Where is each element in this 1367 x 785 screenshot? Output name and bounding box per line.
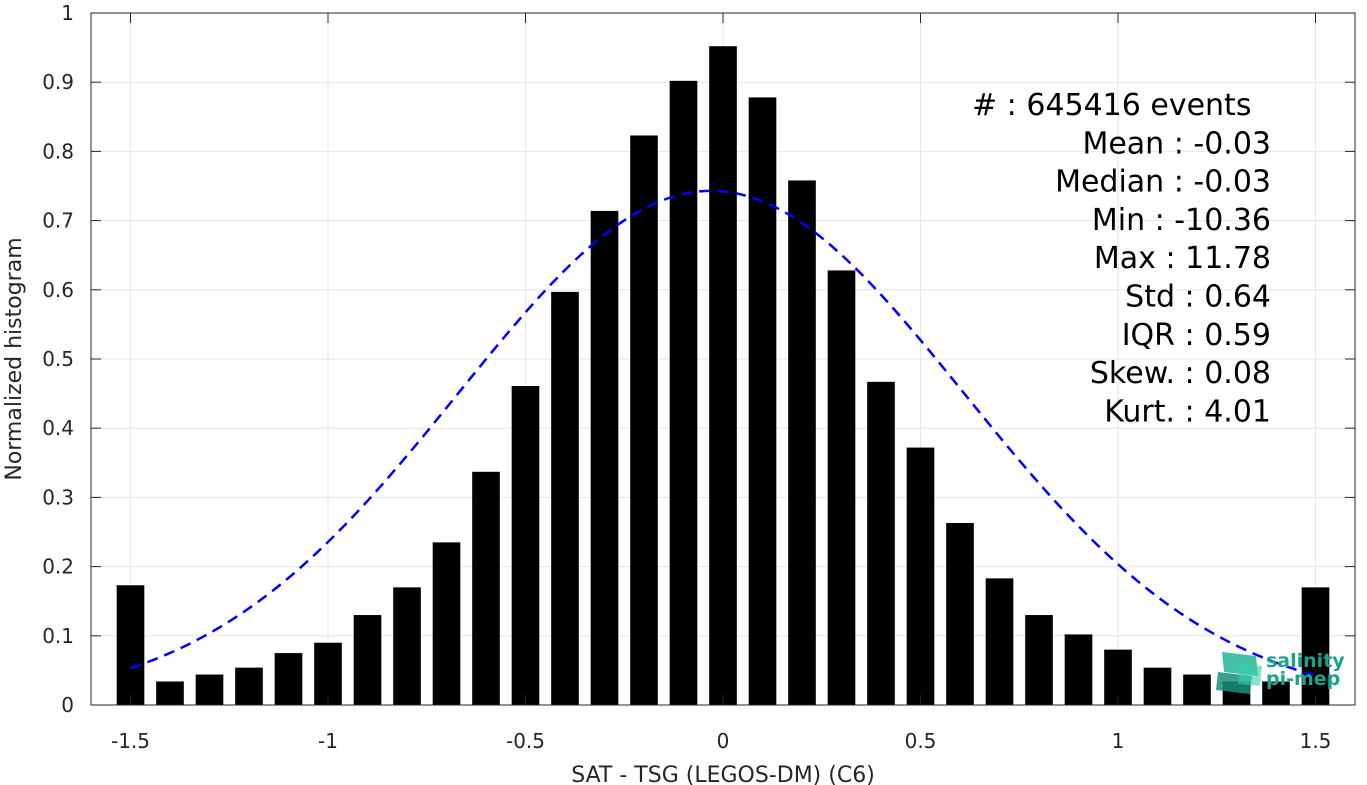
histogram-bar bbox=[116, 585, 145, 705]
x-axis-label: SAT - TSG (LEGOS-DM) (C6) bbox=[571, 763, 875, 785]
histogram-bar bbox=[1301, 587, 1330, 705]
histogram-bar bbox=[669, 80, 698, 706]
histogram-bar bbox=[353, 615, 382, 705]
histogram-bar bbox=[393, 587, 421, 705]
stat-line: IQR : 0.59 bbox=[1122, 318, 1271, 353]
histogram-bar bbox=[274, 653, 303, 705]
stat-line: Skew. : 0.08 bbox=[1090, 356, 1271, 391]
x-tick-label: 0.5 bbox=[905, 729, 937, 753]
y-tick-label: 0.5 bbox=[42, 347, 74, 371]
stat-line: # : 645416 events bbox=[972, 88, 1251, 123]
x-tick-label: -1 bbox=[318, 729, 338, 753]
x-tick-label: -1.5 bbox=[111, 729, 150, 753]
histogram-bar bbox=[195, 674, 224, 705]
y-tick-label: 0 bbox=[61, 693, 74, 717]
histogram-bar bbox=[551, 291, 579, 705]
y-tick-label: 0.1 bbox=[42, 624, 74, 648]
normal-fit-curve bbox=[130, 189, 1316, 677]
histogram-bars bbox=[116, 46, 1330, 706]
stat-line: Kurt. : 4.01 bbox=[1104, 394, 1271, 429]
stat-line: Max : 11.78 bbox=[1094, 241, 1271, 276]
histogram-bar bbox=[511, 385, 540, 705]
histogram-bar bbox=[1183, 674, 1211, 705]
y-tick-label: 1 bbox=[61, 1, 74, 25]
histogram-bar bbox=[1064, 634, 1093, 705]
histogram-bar bbox=[432, 542, 461, 705]
histogram-bar bbox=[867, 381, 895, 705]
y-tick-label: 0.6 bbox=[42, 278, 74, 302]
y-tick-label: 0.9 bbox=[42, 70, 74, 94]
stat-line: Mean : -0.03 bbox=[1082, 126, 1271, 161]
histogram-bar bbox=[590, 210, 619, 706]
histogram-bar bbox=[472, 471, 500, 705]
histogram-bar bbox=[314, 642, 342, 705]
x-tick-labels: -1.5 -1 -0.5 0 0.5 1 1.5 bbox=[111, 729, 1331, 753]
histogram-bar bbox=[985, 578, 1014, 705]
x-tick-label: 1.5 bbox=[1300, 729, 1332, 753]
y-tick-label: 0.3 bbox=[42, 485, 74, 509]
axis-ticks bbox=[91, 12, 1355, 706]
logo-mark-icon bbox=[1216, 652, 1262, 694]
y-axis-label: Normalized histogram bbox=[2, 237, 27, 480]
y-tick-label: 0.8 bbox=[42, 139, 74, 163]
histogram-bar bbox=[630, 135, 658, 705]
salinity-pi-mep-logo: salinity pi-mep bbox=[1216, 650, 1345, 694]
histogram-bar bbox=[748, 97, 777, 705]
histogram-bar bbox=[1262, 681, 1290, 705]
histogram-bar bbox=[709, 46, 737, 705]
y-tick-labels: 0 0.1 0.2 0.3 0.4 0.5 0.6 0.7 0.8 0.9 1 bbox=[42, 1, 74, 717]
histogram-bar bbox=[235, 667, 263, 705]
histogram-bar bbox=[906, 447, 935, 705]
x-tick-label: -0.5 bbox=[506, 729, 545, 753]
histogram-bar bbox=[156, 681, 184, 705]
y-tick-label: 0.7 bbox=[42, 209, 74, 233]
logo-line-2: pi-mep bbox=[1266, 668, 1340, 690]
histogram-bar bbox=[1025, 615, 1053, 705]
y-tick-label: 0.4 bbox=[42, 416, 74, 440]
histogram-bar bbox=[1143, 667, 1172, 705]
stat-line: Min : -10.36 bbox=[1092, 203, 1271, 238]
histogram-bar bbox=[827, 270, 856, 705]
stat-line: Std : 0.64 bbox=[1125, 280, 1271, 315]
x-tick-label: 0 bbox=[717, 729, 730, 753]
logo-line-1: salinity bbox=[1266, 650, 1345, 672]
histogram-bar bbox=[788, 180, 816, 706]
stat-line: Median : -0.03 bbox=[1055, 165, 1271, 200]
histogram-bar bbox=[946, 523, 974, 705]
y-tick-label: 0.2 bbox=[42, 555, 74, 579]
x-tick-label: 1 bbox=[1112, 729, 1125, 753]
